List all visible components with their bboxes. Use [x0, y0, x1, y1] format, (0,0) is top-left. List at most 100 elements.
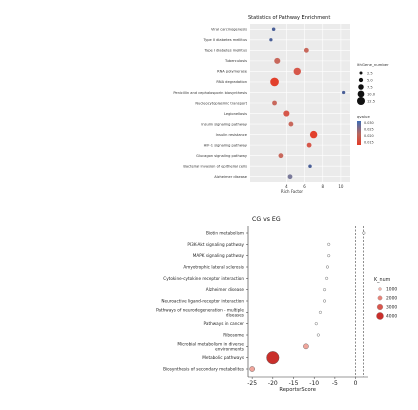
- data-point: [316, 333, 320, 337]
- y-tick-label: Alzheimer disease: [214, 175, 248, 179]
- y-tick-label: Amyotrophic lateral sclerosis: [183, 265, 244, 270]
- data-point: [325, 276, 329, 280]
- y-tick-label: Bacterial invasion of epithelial cells: [183, 165, 247, 169]
- chart-cg-vs-eg: CG vs EG Biotin metabolism PI3K-Akt signal…: [156, 216, 397, 393]
- x-tick-label: -20: [268, 380, 278, 387]
- size-legend-label: 3000: [386, 305, 397, 311]
- x-tick-label: 8: [321, 184, 324, 189]
- y-tick-label: Insulin resistance: [216, 133, 248, 137]
- size-legend-marker: [358, 84, 364, 90]
- data-point: [323, 299, 327, 303]
- y-tick-label: Ribosome: [223, 333, 244, 338]
- chart-title: Statistics of Pathway Enrichment: [248, 15, 330, 21]
- data-point: [306, 142, 312, 148]
- y-tick-label: Metabolic pathways: [202, 355, 244, 360]
- x-tick-label: -25: [247, 380, 257, 387]
- y-tick-label: Insulin signaling pathway: [201, 122, 248, 126]
- chart-title: CG vs EG: [252, 216, 281, 223]
- data-point: [271, 27, 276, 32]
- y-tick-label: Microbial metabolism in diverse environme…: [177, 341, 244, 351]
- x-tick-label: 0: [354, 380, 358, 387]
- data-point: [303, 343, 309, 350]
- x-tick-label: -10: [309, 380, 319, 387]
- size-legend-title: lthGene_number: [357, 62, 389, 67]
- x-tick-label: -5: [332, 380, 338, 387]
- y-tick-label: RNA degradation: [216, 80, 247, 84]
- size-legend-marker: [359, 71, 363, 75]
- size-legend-marker: [376, 303, 384, 311]
- data-point: [288, 121, 294, 127]
- size-legend-label: 7.5: [367, 85, 373, 89]
- data-point: [327, 242, 331, 246]
- y-tick-label: HIF-1 signaling pathway: [204, 143, 248, 147]
- y-tick-label-line: diseases: [226, 312, 244, 317]
- size-legend-marker: [377, 295, 383, 301]
- data-point: [308, 164, 312, 168]
- y-tick-label: Biosynthesis of secondary metabolites: [163, 367, 244, 372]
- y-tick-label: Nucleocytoplasmic transport: [195, 101, 247, 105]
- data-point: [272, 100, 277, 106]
- size-legend-marker: [357, 90, 365, 98]
- color-legend-label: 0.015: [364, 141, 374, 145]
- color-legend-bar: [357, 121, 361, 145]
- x-tick-label: 10: [338, 184, 344, 189]
- y-tick-label-line: Pathways of neurodegeneration - multiple: [156, 307, 244, 312]
- size-legend-title: K_num: [374, 277, 391, 283]
- y-tick-label: Pathways of neurodegeneration - multiple…: [156, 307, 244, 317]
- data-point: [318, 310, 322, 314]
- y-tick-label: MAPK signaling pathway: [193, 253, 245, 258]
- y-tick-label: Glucagon signaling pathway: [196, 154, 248, 158]
- data-point: [309, 130, 318, 139]
- y-tick-label-line: Microbial metabolism in diverse: [177, 341, 244, 346]
- data-point: [269, 38, 273, 42]
- y-tick-label: Type I diabetes mellitus: [204, 49, 248, 53]
- y-tick-label: Tuberculosis: [224, 59, 247, 63]
- y-tick-label: Legionellosis: [224, 112, 247, 116]
- size-legend-label: 1000: [386, 287, 397, 293]
- data-point: [266, 351, 280, 365]
- x-tick-label: -15: [289, 380, 299, 387]
- size-legend-label: 2000: [386, 296, 397, 302]
- y-tick-label: Biotin metabolism: [206, 231, 244, 236]
- chart-pathway-enrichment: Viral carcinogenesis Type II diabetes mel…: [173, 15, 389, 194]
- y-tick-label: Pathways in cancer: [204, 321, 245, 326]
- size-legend-marker: [358, 77, 364, 83]
- data-point: [327, 254, 331, 258]
- data-point: [278, 153, 284, 159]
- size-legend-marker: [376, 312, 384, 320]
- data-point: [303, 47, 309, 53]
- y-tick-label: Penicillin and cephalosporin biosynthesi…: [173, 91, 247, 95]
- x-axis-label: ReportsrScore: [279, 387, 316, 393]
- data-point: [325, 265, 329, 269]
- size-legend-label: 5.0: [367, 78, 373, 82]
- size-legend-label: 4000: [386, 314, 397, 320]
- data-point: [249, 366, 255, 372]
- y-tick-label: Cytokine-cytokine receptor interaction: [163, 276, 244, 281]
- size-legend-marker: [378, 287, 382, 291]
- color-legend-label: 0.025: [364, 128, 374, 132]
- x-tick-label: 4: [285, 184, 288, 189]
- x-tick-label: 6: [303, 184, 306, 189]
- size-legend-label: 12.5: [367, 99, 375, 103]
- data-point: [274, 57, 281, 64]
- color-legend-label: 0.030: [364, 121, 374, 125]
- y-tick-label: Type II diabetes mellitus: [202, 38, 247, 42]
- color-legend-title: qvalue: [357, 114, 370, 119]
- data-point: [287, 174, 293, 180]
- data-point: [293, 67, 301, 76]
- y-tick-label: RNA polymerase: [217, 70, 248, 74]
- size-legend-marker: [357, 97, 365, 105]
- data-point: [314, 322, 318, 326]
- size-legend-label: 10.0: [367, 92, 376, 96]
- y-tick-label-line: environments: [215, 346, 244, 351]
- y-tick-label: PI3K-Akt signaling pathway: [187, 242, 244, 247]
- x-axis-label: Rich Factor: [281, 189, 303, 194]
- data-point: [362, 231, 366, 235]
- y-tick-label: Alzheimer disease: [206, 287, 245, 292]
- data-point: [283, 110, 290, 117]
- data-point: [270, 77, 279, 87]
- size-legend-label: 2.5: [367, 71, 373, 75]
- data-point: [342, 90, 346, 95]
